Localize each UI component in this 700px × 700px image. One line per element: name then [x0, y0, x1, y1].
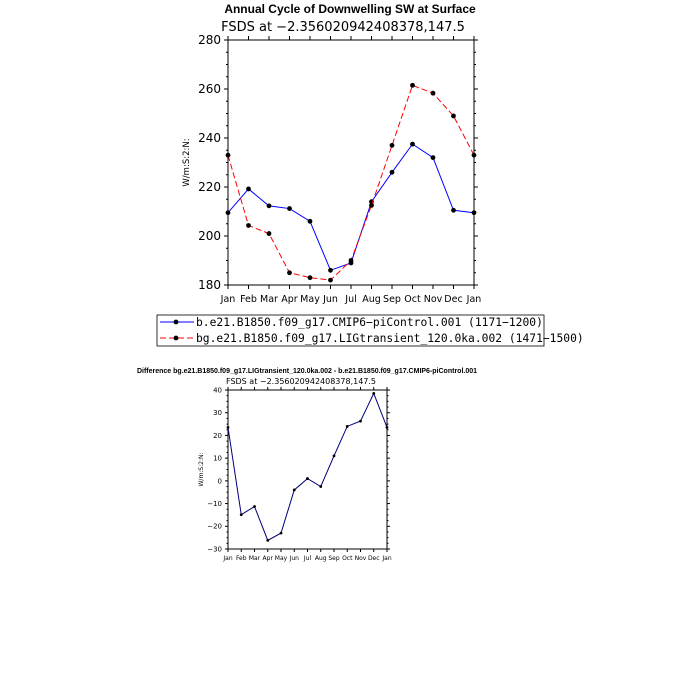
y-tick-label: 180: [198, 278, 221, 292]
x-tick-label: Nov: [355, 555, 367, 562]
x-tick-label: Jun: [289, 555, 300, 562]
legend-marker-1: [173, 319, 179, 325]
series-2-point: [389, 142, 395, 148]
x-tick-label: Jan: [220, 294, 236, 305]
y-tick-label: 20: [213, 432, 222, 440]
y-tick-label: 0: [218, 477, 222, 485]
y-tick-label: 40: [213, 386, 222, 394]
series-2-point: [225, 152, 231, 158]
series-2-point: [471, 152, 477, 158]
x-tick-label: Dec: [368, 555, 380, 562]
series-2-point: [307, 275, 313, 281]
chart-subtitle: FSDS at −2.356020942408378,147.5: [226, 377, 376, 386]
plot-frame: [227, 39, 475, 286]
y-tick-label: −20: [207, 523, 222, 531]
series-1-point: [372, 392, 376, 395]
series-1-point: [246, 186, 251, 192]
y-tick-label: 220: [198, 180, 221, 194]
series-2-point: [348, 258, 354, 263]
x-tick-label: Apr: [281, 294, 298, 305]
x-tick-label: Sep: [328, 555, 340, 562]
series-line-1: [227, 143, 475, 271]
series-1-point: [345, 424, 349, 428]
series-2-point: [246, 223, 251, 228]
series-1-point: [332, 454, 336, 458]
plot-frame: [227, 389, 388, 550]
x-tick-label: Oct: [404, 294, 421, 305]
x-tick-label: Nov: [424, 294, 443, 305]
main-chart: Annual Cycle of Downwelling SW at Surfac…: [156, 2, 584, 347]
x-tick-label: May: [275, 555, 288, 562]
series-1-point: [430, 155, 436, 161]
series-1-point: [239, 513, 243, 517]
series-1-point: [253, 505, 256, 508]
series-1-point: [226, 426, 230, 429]
x-tick-label: Dec: [444, 294, 462, 305]
difference-chart: Difference bg.e21.B1850.f09_g17.LIGtrans…: [137, 368, 477, 562]
y-tick-label: −10: [207, 500, 222, 508]
series-2-point: [410, 82, 415, 88]
y-tick-label: 240: [198, 131, 221, 145]
series-1-point: [292, 488, 296, 492]
y-tick-label: 260: [198, 82, 221, 96]
y-tick-label: 30: [213, 409, 222, 417]
series-1-point: [307, 218, 313, 224]
series-2-point: [430, 90, 436, 96]
series-2-point: [287, 270, 292, 276]
series-1-point: [328, 267, 333, 273]
series-1-point: [225, 210, 231, 216]
series-1-point: [279, 531, 283, 535]
x-tick-label: Jul: [303, 555, 312, 562]
x-tick-label: Oct: [342, 555, 353, 562]
x-tick-label: Jul: [344, 294, 356, 305]
series-1-point: [266, 203, 272, 209]
series-1-point: [287, 206, 292, 211]
y-tick-label: 10: [213, 455, 222, 463]
series-1-point: [266, 538, 270, 542]
x-tick-label: Jun: [322, 294, 338, 305]
y-axis-label: W/m:S:2:N:: [198, 453, 205, 487]
x-tick-label: Jan: [222, 555, 232, 562]
x-tick-label: Feb: [240, 294, 257, 305]
legend-label-1: b.e21.B1850.f09_g17.CMIP6−piControl.001 …: [196, 316, 543, 329]
series-1-point: [410, 141, 415, 147]
y-axis-label: W/m:S:2:N:: [182, 138, 192, 186]
x-tick-label: Apr: [263, 555, 274, 562]
series-line-1: [227, 392, 388, 542]
x-tick-label: Mar: [249, 555, 261, 562]
series-1-point: [385, 426, 389, 429]
series-1-point: [359, 419, 362, 423]
series-2-point: [328, 277, 333, 283]
series-line-2: [227, 84, 475, 281]
y-tick-label: 200: [198, 229, 221, 243]
series-1-point: [319, 485, 323, 488]
chart-title: Difference bg.e21.B1850.f09_g17.LIGtrans…: [137, 368, 477, 375]
series-1-point: [306, 477, 309, 480]
legend-box: [156, 314, 545, 347]
x-tick-label: May: [300, 294, 320, 305]
x-tick-label: Sep: [383, 294, 401, 305]
x-tick-label: Feb: [236, 555, 247, 562]
legend-marker-2: [173, 335, 179, 341]
y-tick-label: 280: [198, 33, 221, 47]
series-1-point: [451, 207, 456, 213]
series-1-point: [471, 210, 477, 216]
series-2-point: [369, 202, 374, 208]
y-tick-label: −30: [207, 545, 222, 553]
legend-label-2: bg.e21.B1850.f09_g17.LIGtransient_120.0k…: [196, 332, 584, 345]
x-tick-label: Jan: [381, 555, 391, 562]
x-tick-label: Mar: [260, 294, 278, 305]
x-tick-label: Aug: [362, 294, 381, 305]
x-tick-label: Aug: [315, 555, 327, 562]
chart-subtitle: FSDS at −2.356020942408378,147.5: [221, 20, 465, 35]
series-1-point: [389, 169, 395, 175]
series-2-point: [266, 231, 272, 236]
series-2-point: [451, 113, 456, 119]
chart-title: Annual Cycle of Downwelling SW at Surfac…: [224, 2, 476, 16]
x-tick-label: Jan: [466, 294, 482, 305]
